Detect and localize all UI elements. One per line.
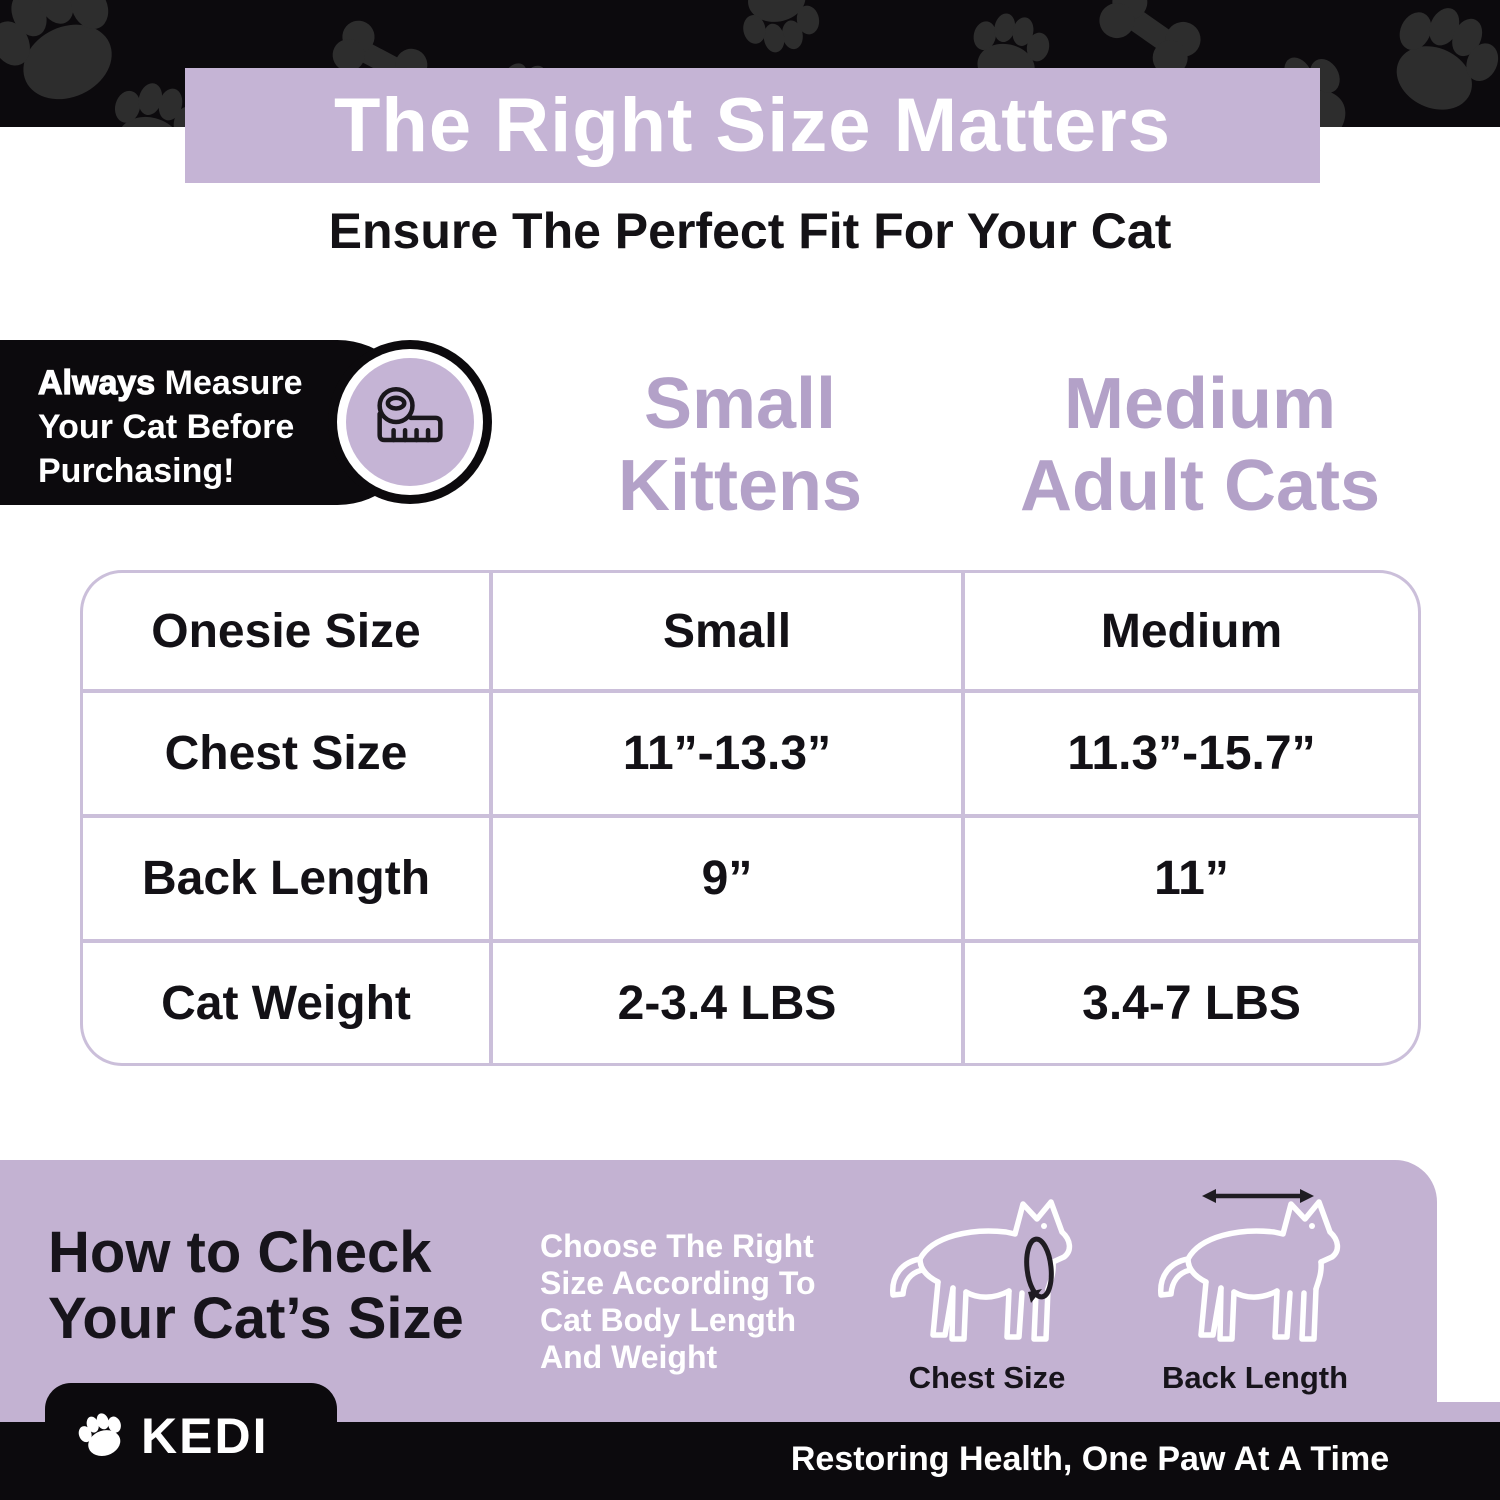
medium-header-line1: Medium bbox=[1063, 364, 1336, 444]
table-cell: 2-3.4 LBS bbox=[493, 943, 961, 1063]
how-to-title-line2: Your Cat’s Size bbox=[48, 1286, 464, 1351]
table-row-label: Cat Weight bbox=[83, 943, 489, 1063]
table-cell: 11” bbox=[965, 818, 1418, 939]
table-cell: 3.4-7 LBS bbox=[965, 943, 1418, 1063]
badge-bold-word: Always bbox=[37, 363, 156, 402]
diagram-label-back: Back Length bbox=[1161, 1360, 1349, 1395]
diagram-label-chest: Chest Size bbox=[908, 1360, 1066, 1395]
badge-line-3: Purchasing! bbox=[38, 452, 235, 490]
paw-icon bbox=[1374, 0, 1500, 127]
description-line: And Weight bbox=[540, 1339, 718, 1375]
girth-ellipse-arrow bbox=[1024, 1236, 1054, 1303]
brand-logo-badge: KEDI bbox=[45, 1383, 337, 1483]
badge-line1-rest: Measure bbox=[155, 364, 303, 402]
measuring-tape-icon bbox=[377, 386, 443, 443]
small-header-line2: Kittens bbox=[617, 446, 863, 526]
badge-line-1: Always Measure bbox=[37, 361, 303, 405]
table-header-cell: Small bbox=[493, 573, 961, 689]
how-to-panel bbox=[0, 1160, 1437, 1422]
badge-line-2: Your Cat Before bbox=[38, 408, 295, 446]
table-cell: 11.3”-15.7” bbox=[965, 693, 1418, 814]
paw-icon bbox=[735, 0, 824, 58]
cat-eye bbox=[1041, 1223, 1047, 1229]
table-header-cell: Onesie Size bbox=[83, 573, 489, 689]
how-to-description: Choose The Right Size According To Cat B… bbox=[540, 1228, 816, 1376]
title-banner: The Right Size Matters bbox=[185, 68, 1320, 183]
medium-header-line2: Adult Cats bbox=[1020, 446, 1380, 526]
description-line: Size According To bbox=[540, 1265, 816, 1301]
column-header-small: Small Kittens bbox=[490, 363, 990, 527]
table-cell: 9” bbox=[493, 818, 961, 939]
page-subtitle: Ensure The Perfect Fit For Your Cat bbox=[328, 203, 1172, 259]
brand-name: KEDI bbox=[141, 1408, 269, 1464]
footer-tagline: Restoring Health, One Paw At A Time bbox=[790, 1440, 1390, 1478]
badge-icon-circle bbox=[346, 358, 474, 486]
column-header-medium: Medium Adult Cats bbox=[945, 363, 1455, 527]
table-cell: 11”-13.3” bbox=[493, 693, 961, 814]
description-line: Cat Body Length bbox=[540, 1302, 796, 1338]
cat-eye bbox=[1309, 1223, 1315, 1229]
badge-text: Always Measure Your Cat Before Purchasin… bbox=[37, 361, 303, 493]
table-row-label: Chest Size bbox=[83, 693, 489, 814]
table-row-label: Back Length bbox=[83, 818, 489, 939]
how-to-panel-strip bbox=[1400, 1402, 1500, 1422]
table-header-cell: Medium bbox=[965, 573, 1418, 689]
size-chart-table: Onesie Size Small Medium Chest Size 11”-… bbox=[80, 570, 1421, 1066]
how-to-title: How to Check Your Cat’s Size bbox=[48, 1220, 464, 1352]
cat-outline-icon bbox=[1158, 1189, 1341, 1342]
horizontal-double-arrow bbox=[1202, 1189, 1314, 1203]
page-title: The Right Size Matters bbox=[334, 83, 1171, 168]
small-header-line1: Small bbox=[643, 364, 837, 444]
measure-reminder-badge: Always Measure Your Cat Before Purchasin… bbox=[0, 340, 500, 505]
how-to-title-line1: How to Check bbox=[48, 1220, 432, 1285]
paw-icon bbox=[78, 1413, 121, 1456]
description-line: Choose The Right bbox=[540, 1228, 814, 1264]
cat-outline-icon bbox=[890, 1199, 1073, 1342]
